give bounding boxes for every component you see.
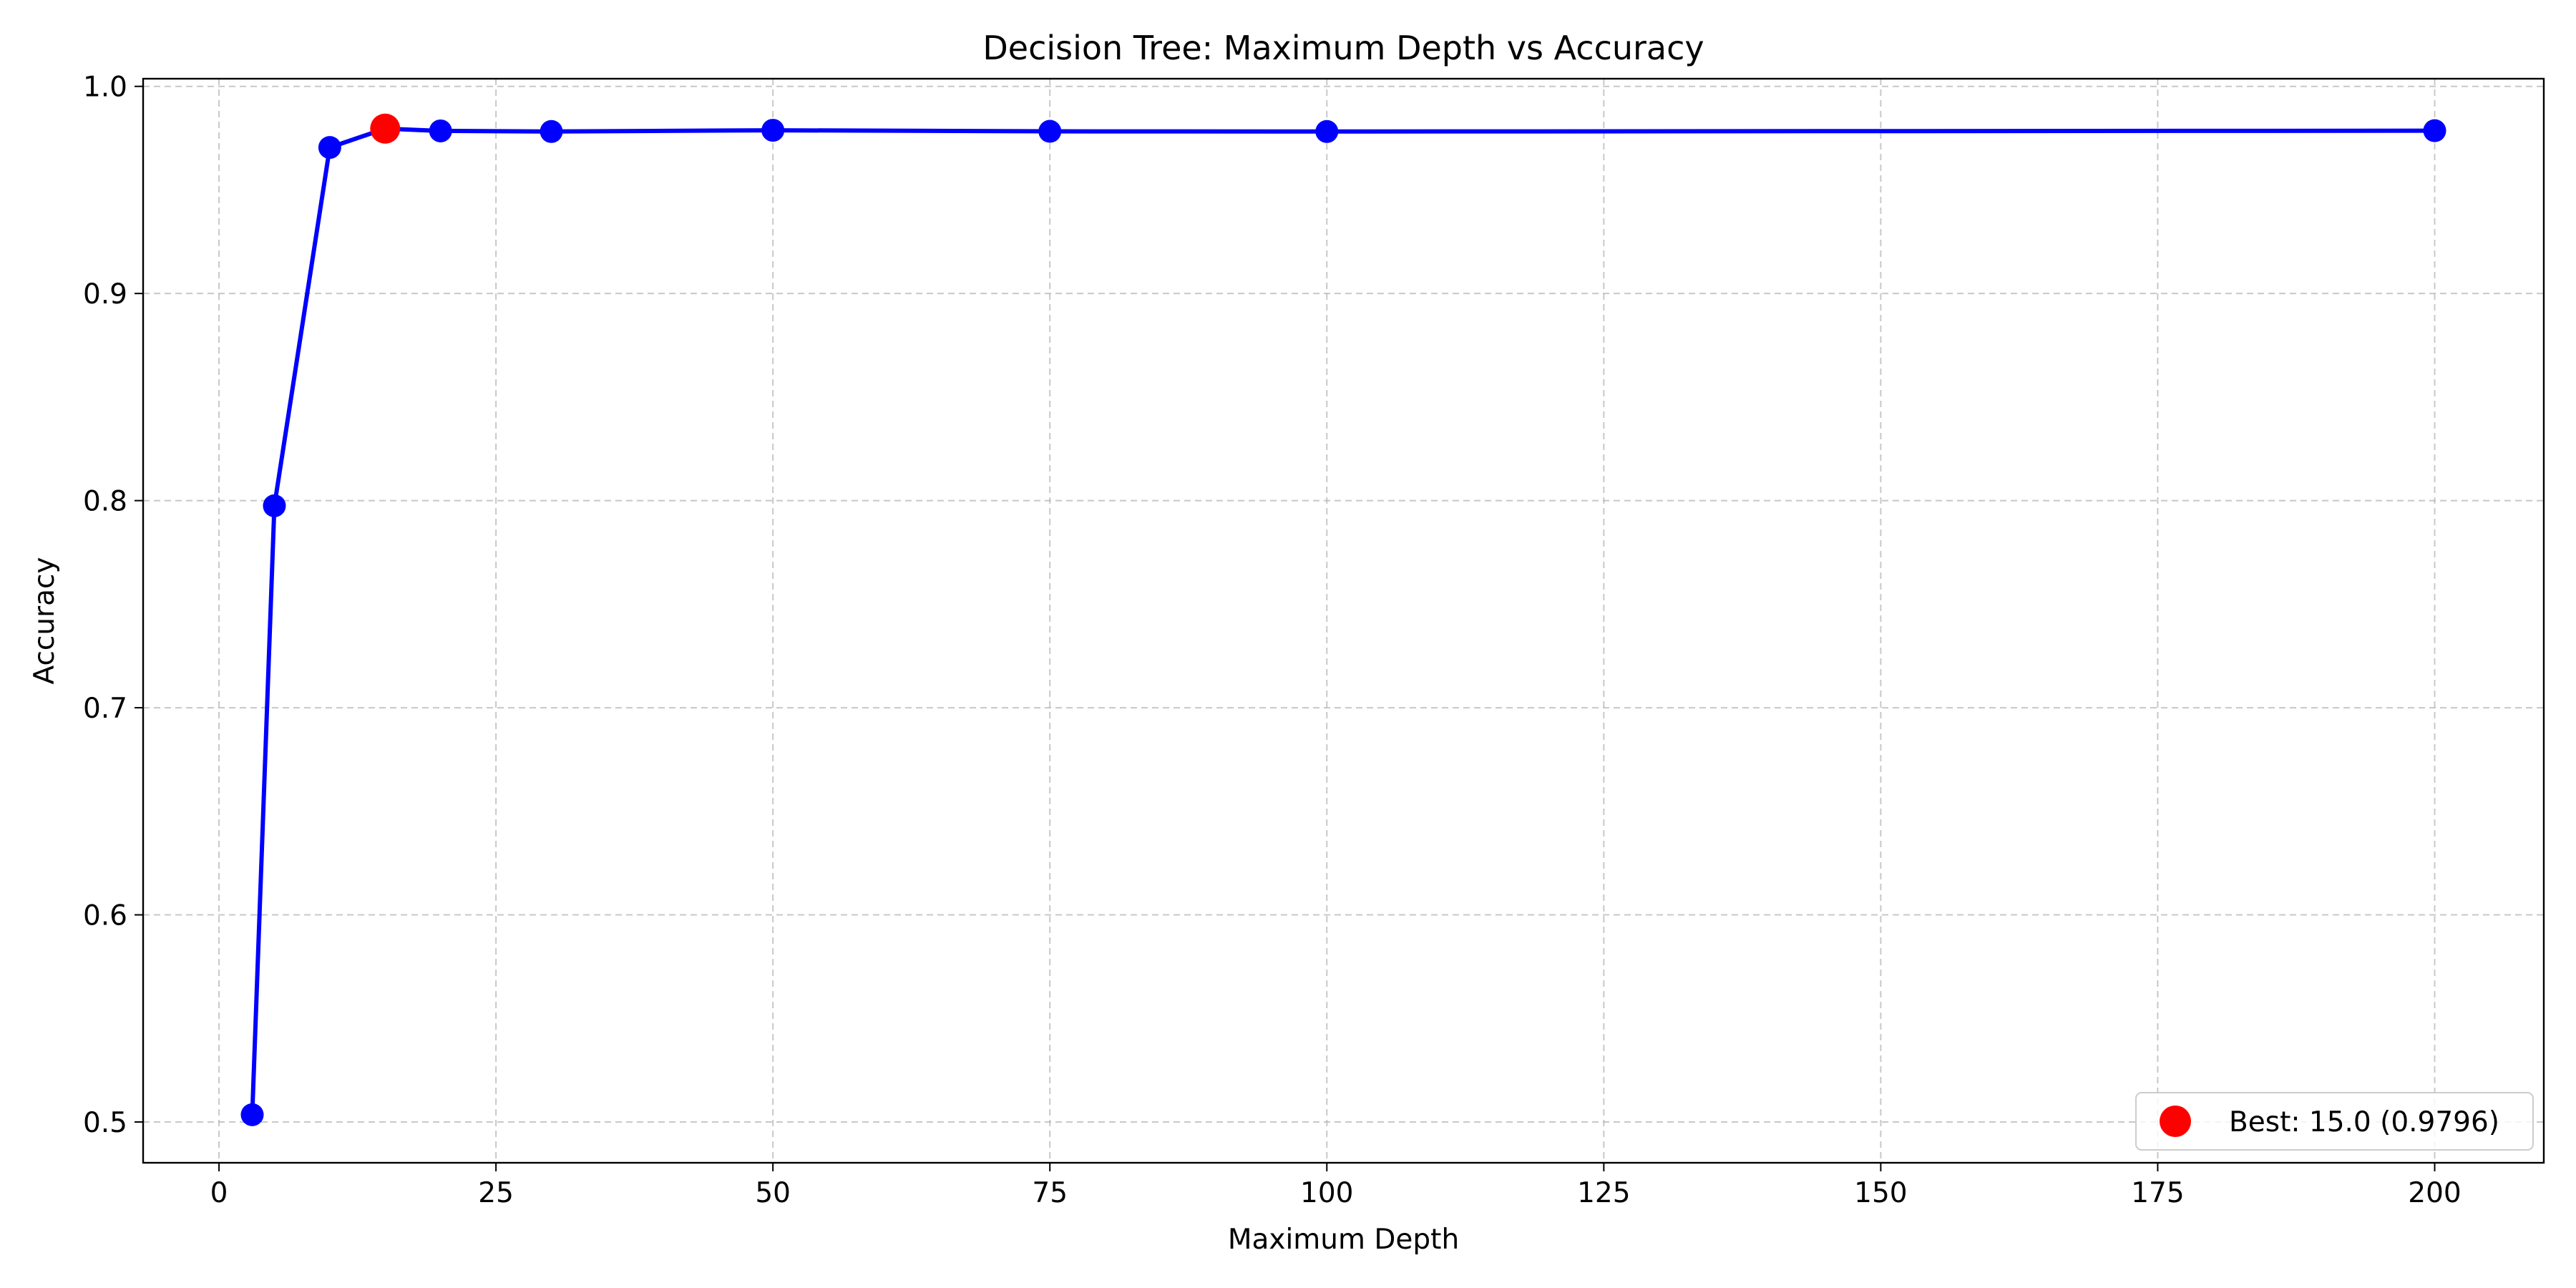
legend-box xyxy=(2135,1092,2534,1151)
legend-label-best: Best: 15.0 (0.9796) xyxy=(2229,1106,2499,1138)
data-point xyxy=(318,136,341,160)
x-tick-label: 25 xyxy=(478,1177,514,1209)
y-tick-label: 1.0 xyxy=(83,72,127,104)
y-tick-label: 0.5 xyxy=(83,1107,127,1139)
data-point xyxy=(761,119,785,142)
ticks: 0 25 50 75 100 125 150 175 200 0.5 0.6 0.7 0.8 0.9 1.0 xyxy=(83,72,2462,1209)
x-tick-label: 125 xyxy=(1577,1177,1630,1209)
y-tick-label: 0.9 xyxy=(83,278,127,311)
chart-title: Decision Tree: Maximum Depth vs Accuracy xyxy=(982,29,1704,67)
data-point xyxy=(1038,119,1062,143)
data-point xyxy=(1315,119,1339,143)
series-layer xyxy=(240,113,2446,1126)
data-point xyxy=(263,494,286,517)
x-axis-label: Maximum Depth xyxy=(1228,1224,1459,1256)
data-point xyxy=(429,119,452,142)
x-tick-label: 175 xyxy=(2131,1177,2184,1209)
x-tick-label: 50 xyxy=(755,1177,791,1209)
legend: Best: 15.0 (0.9796) xyxy=(2135,1092,2534,1151)
x-tick-label: 0 xyxy=(210,1177,228,1209)
legend-marker-best xyxy=(2160,1106,2191,1137)
data-point xyxy=(240,1103,264,1126)
y-tick-label: 0.7 xyxy=(83,693,127,725)
x-tick-label: 150 xyxy=(1854,1177,1907,1209)
plot-area-frame xyxy=(142,77,2545,1164)
best-point-marker xyxy=(370,113,401,144)
x-tick-label: 100 xyxy=(1300,1177,1353,1209)
y-tick-label: 0.6 xyxy=(83,900,127,932)
y-axis-label: Accuracy xyxy=(29,557,61,684)
y-tick-label: 0.8 xyxy=(83,486,127,518)
data-point xyxy=(2423,119,2446,142)
x-tick-label: 200 xyxy=(2408,1177,2461,1209)
grid xyxy=(143,79,2544,1163)
data-point xyxy=(540,119,563,143)
x-tick-label: 75 xyxy=(1032,1177,1068,1209)
series-line xyxy=(250,126,2435,1115)
